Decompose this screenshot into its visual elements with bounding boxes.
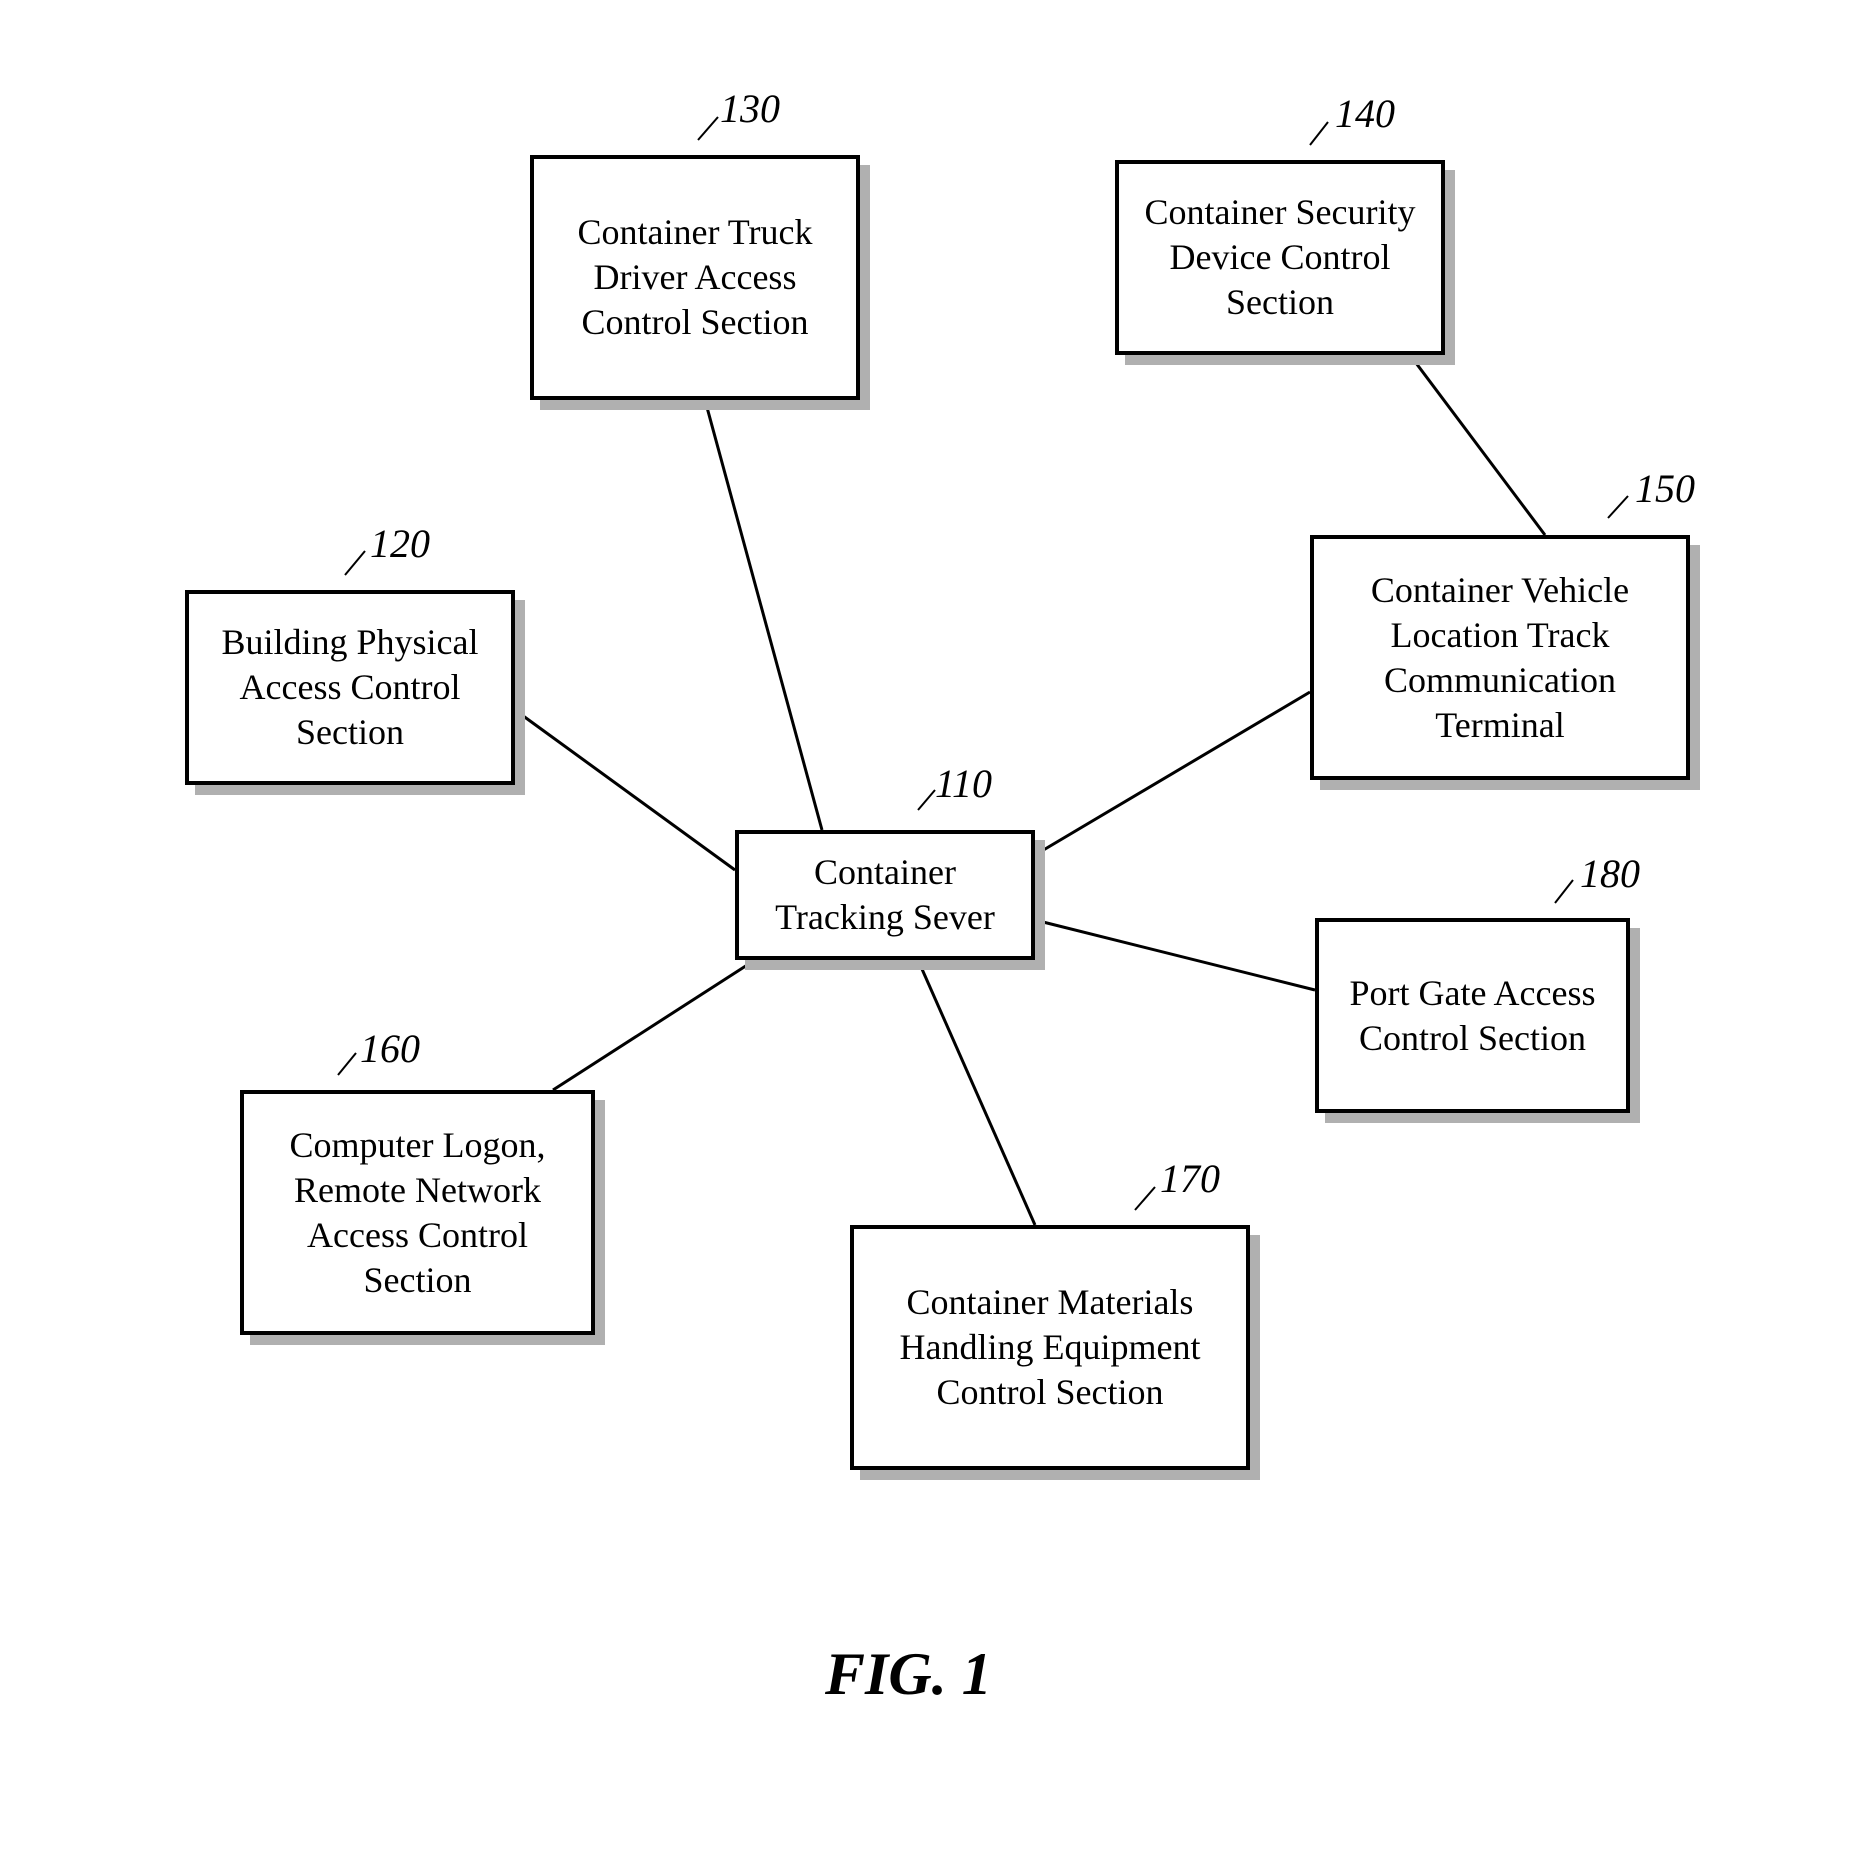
- node-security-device-control: Container Security Device Control Sectio…: [1115, 160, 1445, 355]
- ref-160: 160: [360, 1025, 420, 1072]
- ref-140: 140: [1335, 90, 1395, 137]
- node-label: Port Gate Access Control Section: [1329, 971, 1616, 1061]
- ref-150: 150: [1635, 465, 1695, 512]
- ref-120: 120: [370, 520, 430, 567]
- figure-caption: FIG. 1: [825, 1640, 992, 1709]
- node-truck-driver-access: Container Truck Driver Access Control Se…: [530, 155, 860, 400]
- node-label: Building Physical Access Control Section: [199, 620, 501, 755]
- ref-170: 170: [1160, 1155, 1220, 1202]
- node-vehicle-location-track: Container Vehicle Location Track Communi…: [1310, 535, 1690, 780]
- diagram-canvas: Container Tracking Sever 110 Building Ph…: [0, 0, 1867, 1860]
- node-building-physical-access: Building Physical Access Control Section: [185, 590, 515, 785]
- node-label: Container Tracking Sever: [749, 850, 1021, 940]
- ref-180: 180: [1580, 850, 1640, 897]
- node-container-tracking-server: Container Tracking Sever: [735, 830, 1035, 960]
- ref-130: 130: [720, 85, 780, 132]
- node-port-gate-access: Port Gate Access Control Section: [1315, 918, 1630, 1113]
- node-label: Container Materials Handling Equipment C…: [864, 1280, 1236, 1415]
- node-computer-logon-remote: Computer Logon, Remote Network Access Co…: [240, 1090, 595, 1335]
- node-materials-handling: Container Materials Handling Equipment C…: [850, 1225, 1250, 1470]
- node-label: Container Truck Driver Access Control Se…: [544, 210, 846, 345]
- node-label: Container Security Device Control Sectio…: [1129, 190, 1431, 325]
- ref-110: 110: [935, 760, 992, 807]
- node-label: Computer Logon, Remote Network Access Co…: [254, 1123, 581, 1303]
- node-label: Container Vehicle Location Track Communi…: [1324, 568, 1676, 748]
